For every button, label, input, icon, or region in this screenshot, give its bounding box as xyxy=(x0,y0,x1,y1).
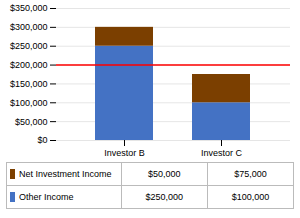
svg-text:$200,000: $200,000 xyxy=(10,60,48,70)
html-text:$100,000: $100,000 xyxy=(231,192,270,202)
svg-text:$300,000: $300,000 xyxy=(10,22,48,32)
svg-text:$250,000: $250,000 xyxy=(10,41,48,51)
svg-text:Investor C: Investor C xyxy=(201,148,243,158)
html-text:Net Investment Income: Net Investment Income xyxy=(19,168,112,179)
html-text:$250,000: $250,000 xyxy=(145,192,184,202)
svg-text:$100,000: $100,000 xyxy=(10,98,48,108)
html-text:$50,000: $50,000 xyxy=(148,169,181,179)
svg-text:$50,000: $50,000 xyxy=(15,117,48,127)
svg-text:$350,000: $350,000 xyxy=(10,3,48,13)
html-text:Other Income: Other Income xyxy=(19,191,74,202)
html-text:$75,000: $75,000 xyxy=(234,169,267,179)
svg-text:$0: $0 xyxy=(37,135,47,145)
svg-text:$150,000: $150,000 xyxy=(10,79,48,89)
svg-text:Investor B: Investor B xyxy=(104,148,145,158)
